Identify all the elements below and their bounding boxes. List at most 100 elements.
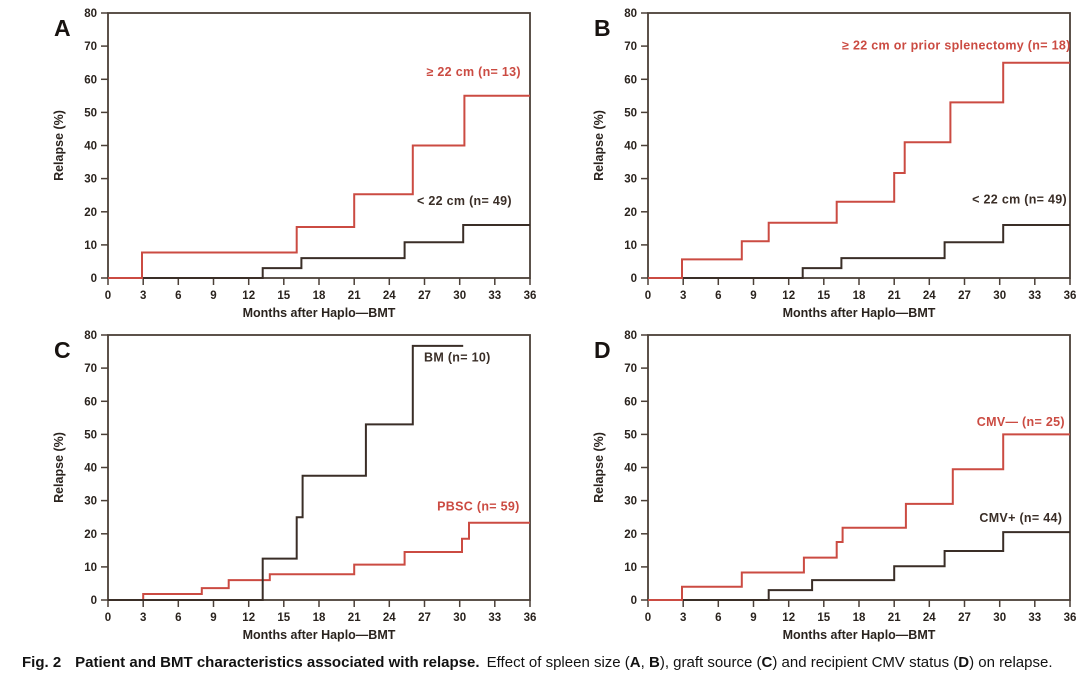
y-tick-label: 50 bbox=[624, 107, 637, 119]
series-line bbox=[648, 224, 1070, 279]
panel-c: 0 10 20 30 40 50 60 70 80 Relapse (%) 0 3 6 9 12 15 18 21… bbox=[0, 322, 540, 644]
y-tick-label: 60 bbox=[624, 396, 637, 408]
x-tick-label: 0 bbox=[645, 612, 651, 624]
y-tick-label: 30 bbox=[84, 496, 97, 508]
x-tick-label: 24 bbox=[383, 290, 396, 302]
x-tick-label: 6 bbox=[175, 290, 181, 302]
x-tick-label: 24 bbox=[383, 612, 396, 624]
y-tick-label: 60 bbox=[84, 396, 97, 408]
x-tick-label: 21 bbox=[888, 290, 901, 302]
x-tick-label: 36 bbox=[1064, 612, 1077, 624]
x-tick-label: 27 bbox=[958, 612, 971, 624]
series-label: PBSC (n= 59) bbox=[437, 500, 519, 514]
y-tick-label: 50 bbox=[84, 107, 97, 119]
x-tick-label: 24 bbox=[923, 290, 936, 302]
panel-a: 0 10 20 30 40 50 60 70 80 Relapse (%) 0 3 6 9 12 15 18 21… bbox=[0, 0, 540, 322]
caption-segment: B bbox=[648, 654, 660, 671]
series-line bbox=[108, 94, 530, 279]
caption-segment: ) on relapse. bbox=[969, 654, 1053, 671]
x-tick-label: 12 bbox=[782, 612, 795, 624]
x-tick-label: 36 bbox=[524, 612, 537, 624]
x-tick-label: 0 bbox=[105, 290, 111, 302]
x-tick-label: 27 bbox=[418, 290, 431, 302]
y-tick-label: 20 bbox=[624, 529, 637, 541]
caption-title: Patient and BMT characteristics associat… bbox=[75, 654, 480, 671]
x-tick-label: 9 bbox=[750, 612, 756, 624]
y-tick-label: 20 bbox=[84, 529, 97, 541]
x-tick-label: 3 bbox=[140, 612, 146, 624]
y-tick-label: 70 bbox=[624, 363, 637, 375]
caption-segment: A bbox=[629, 654, 641, 671]
y-tick-label: 40 bbox=[84, 463, 97, 475]
figure-caption: Fig. 2 Patient and BMT characteristics as… bbox=[0, 644, 1080, 672]
y-tick-label: 80 bbox=[84, 8, 97, 20]
y-axis: 0 10 20 30 40 50 60 70 80 Relapse (%) bbox=[592, 330, 648, 607]
x-tick-label: 33 bbox=[488, 290, 501, 302]
x-tick-label: 6 bbox=[175, 612, 181, 624]
series-label: CMV+ (n= 44) bbox=[979, 511, 1062, 525]
y-tick-label: 80 bbox=[624, 330, 637, 342]
y-axis: 0 10 20 30 40 50 60 70 80 Relapse (%) bbox=[52, 8, 108, 285]
y-tick-label: 0 bbox=[631, 595, 637, 607]
y-tick-label: 10 bbox=[84, 240, 97, 252]
x-tick-label: 21 bbox=[348, 612, 361, 624]
plot-border bbox=[107, 334, 531, 601]
y-tick-label: 10 bbox=[84, 562, 97, 574]
y-axis-title: Relapse (%) bbox=[592, 110, 606, 181]
x-tick-label: 36 bbox=[524, 290, 537, 302]
series-line bbox=[648, 433, 1070, 601]
x-tick-label: 18 bbox=[853, 612, 866, 624]
y-axis: 0 10 20 30 40 50 60 70 80 Relapse (%) bbox=[52, 330, 108, 607]
series-label: CMV— (n= 25) bbox=[977, 415, 1065, 429]
x-tick-label: 33 bbox=[488, 612, 501, 624]
caption-segment: D bbox=[958, 654, 970, 671]
y-tick-label: 40 bbox=[84, 141, 97, 153]
y-tick-label: 80 bbox=[84, 330, 97, 342]
series-line bbox=[108, 344, 464, 601]
x-tick-label: 15 bbox=[277, 290, 290, 302]
x-axis-title: Months after Haplo—BMT bbox=[243, 306, 396, 320]
panel-d: 0 10 20 30 40 50 60 70 80 Relapse (%) 0 3 6 9 12 15 18 21… bbox=[540, 322, 1080, 644]
x-tick-label: 15 bbox=[277, 612, 290, 624]
x-tick-label: 33 bbox=[1028, 290, 1041, 302]
x-axis-title: Months after Haplo—BMT bbox=[783, 628, 936, 642]
y-axis-title: Relapse (%) bbox=[52, 110, 66, 181]
y-tick-label: 20 bbox=[624, 207, 637, 219]
x-tick-label: 33 bbox=[1028, 612, 1041, 624]
x-tick-label: 30 bbox=[993, 612, 1006, 624]
y-tick-label: 70 bbox=[84, 41, 97, 53]
y-tick-label: 70 bbox=[84, 363, 97, 375]
panel-letter: D bbox=[594, 337, 611, 363]
y-tick-label: 20 bbox=[84, 207, 97, 219]
x-tick-label: 3 bbox=[680, 290, 686, 302]
x-tick-label: 18 bbox=[313, 290, 326, 302]
y-tick-label: 60 bbox=[624, 74, 637, 86]
caption-segment: Effect of spleen size ( bbox=[486, 654, 630, 671]
caption-segment: ), graft source ( bbox=[659, 654, 762, 671]
series-label: ≥ 22 cm (n= 13) bbox=[427, 65, 521, 79]
x-tick-label: 21 bbox=[888, 612, 901, 624]
y-tick-label: 10 bbox=[624, 240, 637, 252]
y-tick-label: 30 bbox=[624, 496, 637, 508]
x-tick-label: 0 bbox=[105, 612, 111, 624]
x-tick-label: 27 bbox=[958, 290, 971, 302]
x-tick-label: 30 bbox=[993, 290, 1006, 302]
plot-border bbox=[647, 12, 1071, 279]
y-tick-label: 0 bbox=[631, 273, 637, 285]
x-axis-title: Months after Haplo—BMT bbox=[783, 306, 936, 320]
caption-body: Effect of spleen size (A, B), graft sour… bbox=[487, 654, 1053, 671]
y-axis-title: Relapse (%) bbox=[592, 432, 606, 503]
y-tick-label: 70 bbox=[624, 41, 637, 53]
y-tick-label: 30 bbox=[624, 174, 637, 186]
plot-border bbox=[107, 12, 531, 279]
x-tick-label: 15 bbox=[817, 290, 830, 302]
y-tick-label: 0 bbox=[91, 595, 97, 607]
caption-segment: C bbox=[761, 654, 773, 671]
series-label: BM (n= 10) bbox=[424, 351, 491, 365]
